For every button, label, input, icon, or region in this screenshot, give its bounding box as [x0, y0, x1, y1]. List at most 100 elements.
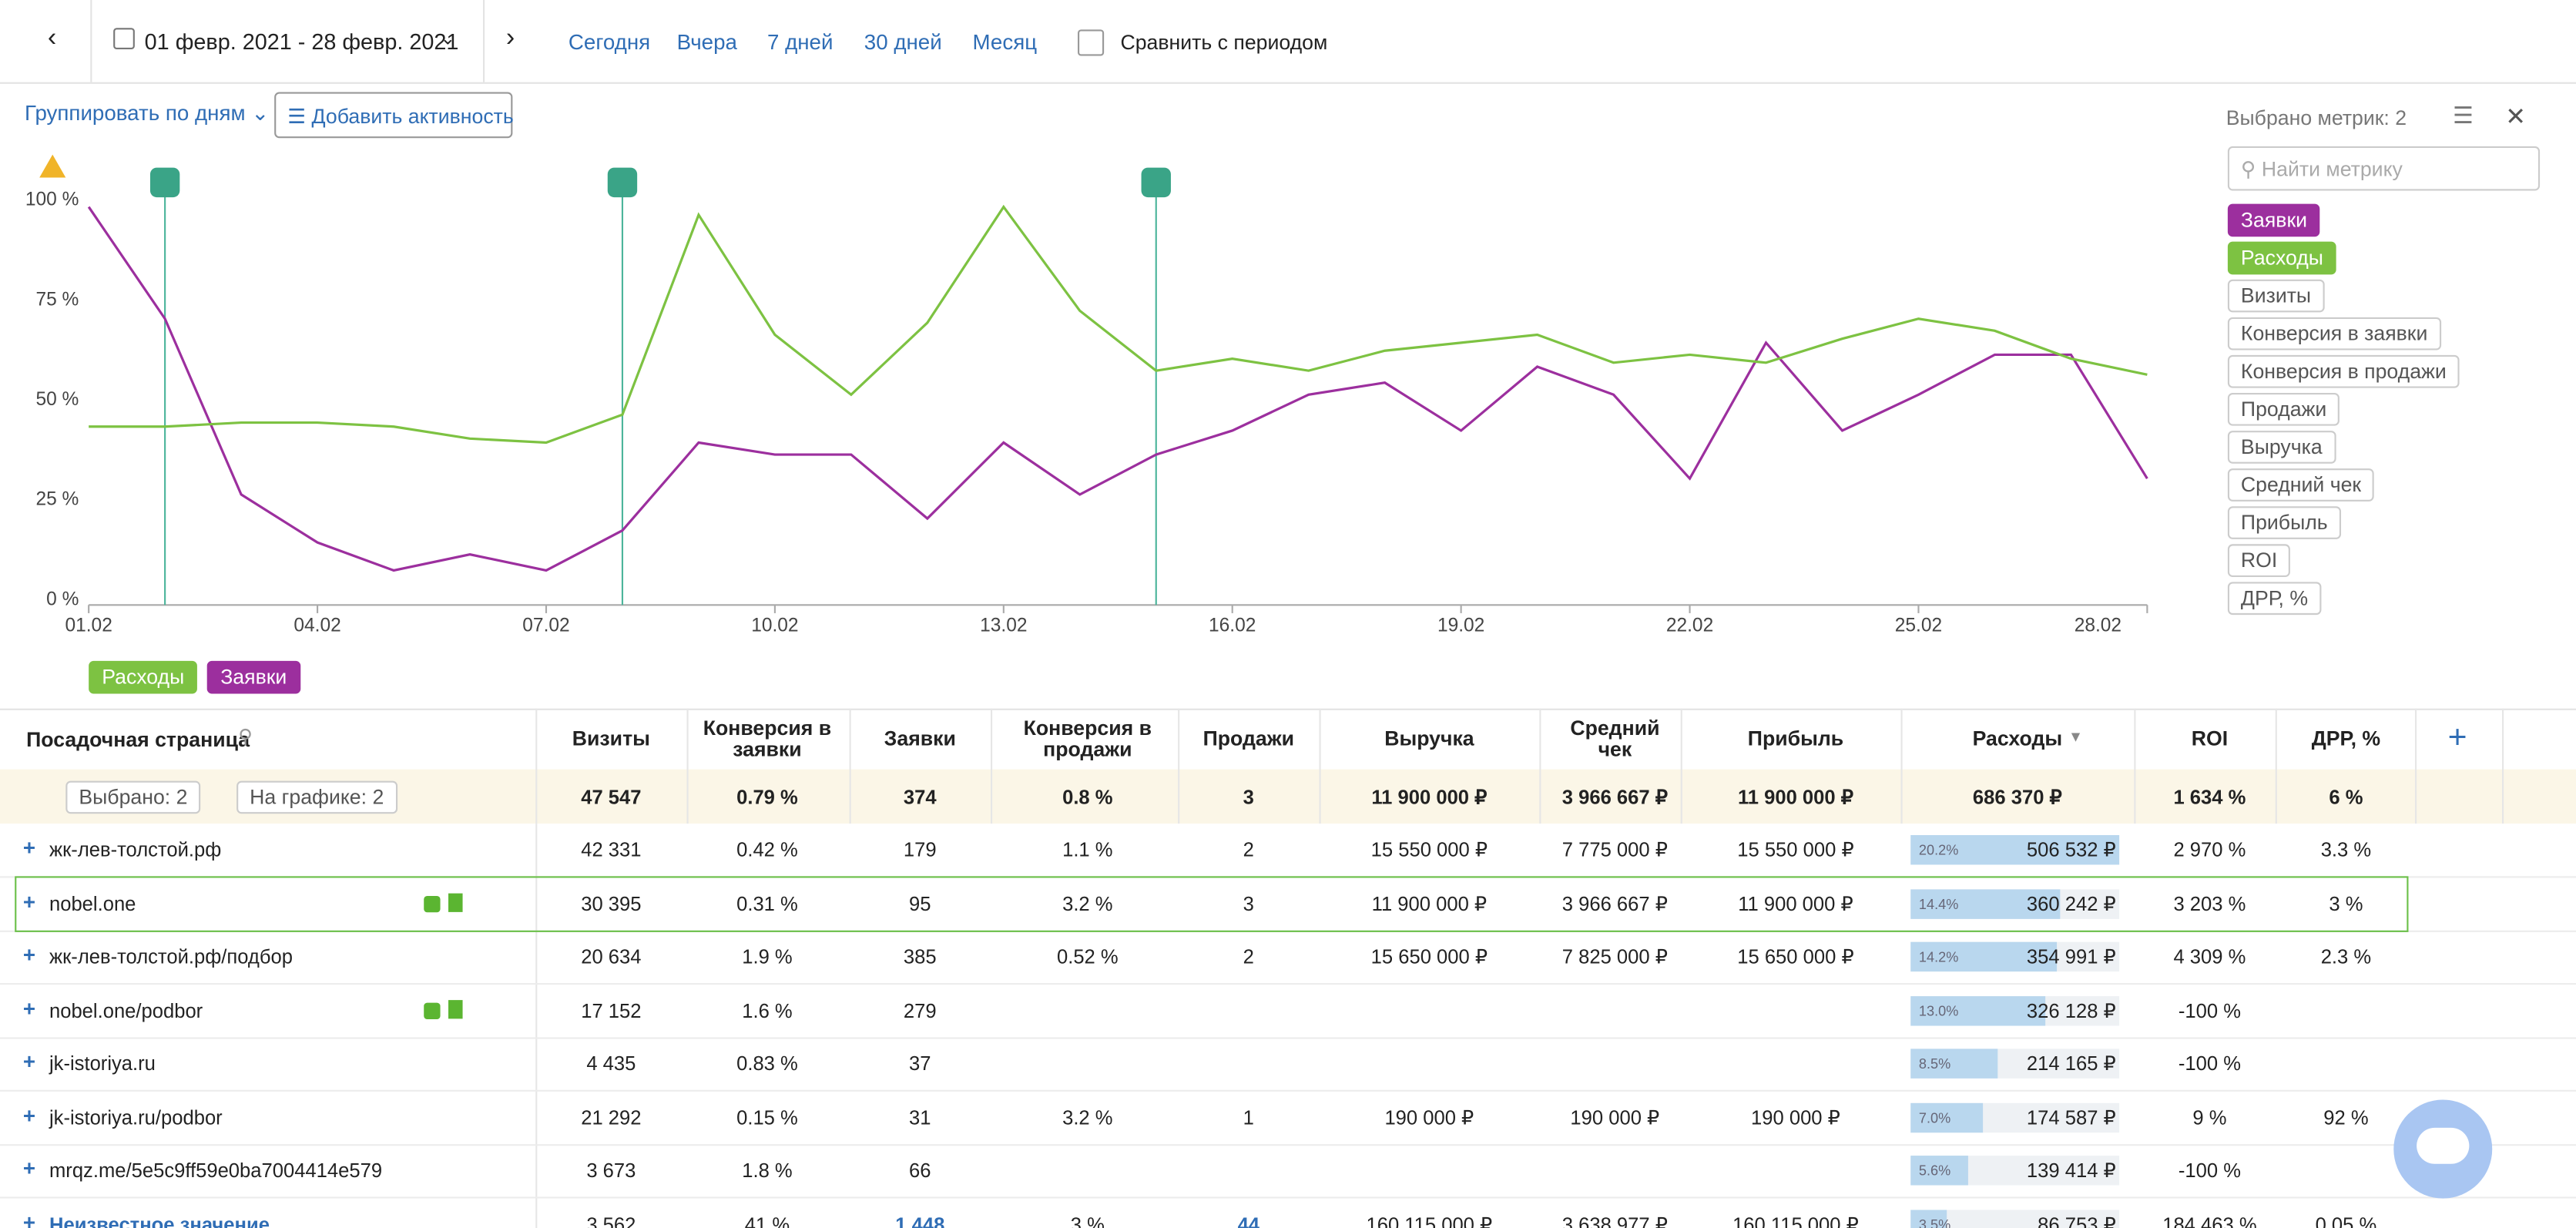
expand-icon[interactable]: + [22, 1156, 36, 1181]
next-button[interactable]: › [505, 25, 515, 53]
page-name[interactable]: nobel.one/podbor [49, 998, 203, 1022]
share-bar [1910, 1048, 1999, 1079]
table-cell: 3 % [2329, 891, 2363, 915]
page-name[interactable]: jk-istoriya.ru [49, 1052, 156, 1075]
chat-icon [2417, 1127, 2470, 1164]
date-dropdown[interactable]: ⌄ [440, 29, 456, 50]
metric-chip[interactable]: Средний чек [2227, 468, 2375, 502]
metric-chip-active[interactable]: Заявки [2227, 203, 2321, 237]
expand-icon[interactable]: + [22, 1048, 36, 1074]
close-icon[interactable]: ✕ [2505, 103, 2527, 132]
prev-button[interactable]: ‹ [47, 25, 57, 53]
table-cell: 1.6 % [742, 998, 793, 1022]
series-line [89, 204, 2148, 445]
preset-link[interactable]: Месяц [972, 29, 1038, 55]
filter-chip[interactable]: Выбрано: 2 [65, 780, 201, 814]
metric-chip[interactable]: Конверсия в заявки [2227, 317, 2441, 351]
chart-icon[interactable]: ▇ [448, 998, 463, 1018]
page-name[interactable]: jk-istoriya.ru/podbor [49, 1106, 223, 1129]
expand-icon[interactable]: + [22, 995, 36, 1021]
row-divider [0, 1143, 2576, 1146]
column-divider [535, 708, 538, 824]
page-name[interactable]: жк-лев-толстой.рф/подбор [49, 944, 293, 968]
page-name[interactable]: жк-лев-толстой.рф [49, 838, 222, 862]
header-cell: Конверсия в продажи [1023, 716, 1152, 761]
add-activity-text: Добавить активность [311, 105, 514, 129]
header-cell: Средний чек [1570, 716, 1660, 761]
chart-icon[interactable]: ▇ [448, 891, 463, 912]
table-cell: 1 448 [895, 1212, 945, 1228]
table-cell: 20 634 [581, 944, 642, 968]
table-cell: 3 562 [586, 1212, 636, 1228]
series-line [87, 206, 2148, 572]
toolbar [0, 0, 2576, 84]
page-name[interactable]: mrqz.me/5e5c9ff59e0ba7004414e579 [49, 1159, 383, 1183]
share-bar [1910, 888, 2060, 918]
metric-search[interactable] [2227, 146, 2541, 191]
activity-marker [149, 167, 180, 198]
search-icon[interactable]: ⚲ [238, 725, 253, 748]
legend-item[interactable]: Расходы [89, 660, 198, 694]
page-name[interactable]: nobel.one [49, 891, 136, 915]
metric-chip[interactable]: Конверсия в продажи [2227, 354, 2460, 388]
on-chart-check[interactable] [424, 894, 441, 912]
group-by[interactable]: Группировать по дням ⌄ [24, 100, 270, 126]
total-cell: 47 547 [581, 785, 642, 809]
table-cell: 66 [909, 1159, 931, 1183]
expand-icon[interactable]: + [22, 888, 36, 914]
header-cell: Расходы [1972, 727, 2063, 751]
table-cell: 31 [909, 1106, 931, 1129]
date-box [90, 0, 485, 82]
row-divider [0, 1196, 2576, 1199]
expand-icon[interactable]: + [22, 835, 36, 861]
preset-link[interactable]: 7 дней [766, 29, 834, 55]
table-cell: 9 % [2192, 1106, 2227, 1129]
metric-chip[interactable]: ДРР, % [2227, 582, 2322, 616]
metric-chip-active[interactable]: Расходы [2227, 241, 2337, 275]
row-divider [0, 1089, 2576, 1092]
table-cell: 17 152 [581, 998, 642, 1022]
x-tick-label: 01.02 [65, 615, 112, 636]
metric-chip[interactable]: Продажи [2227, 392, 2340, 426]
metric-chip[interactable]: Выручка [2227, 431, 2336, 464]
preset-link[interactable]: 30 дней [864, 29, 942, 55]
table-cell: 2 [1243, 838, 1254, 862]
header-cell: Продажи [1202, 727, 1295, 751]
spend-cell: 354 991 ₽ [2026, 944, 2116, 968]
expand-icon[interactable]: + [22, 1102, 36, 1127]
add-activity-label[interactable]: ☰ Добавить активность [287, 105, 514, 129]
spend-cell: 174 587 ₽ [2026, 1106, 2116, 1129]
preset-link[interactable]: Сегодня [568, 29, 651, 55]
total-cell: 0.79 % [736, 785, 798, 809]
date-range[interactable]: 01 февр. 2021 - 28 февр. 2021 [144, 29, 459, 55]
compare-checkbox[interactable] [1078, 29, 1105, 56]
y-tick-label: 25 % [35, 489, 79, 510]
x-tick-label: 04.02 [293, 615, 340, 636]
metric-chip[interactable]: Визиты [2227, 279, 2325, 313]
legend-item[interactable]: Заявки [207, 660, 300, 694]
expand-icon[interactable]: + [22, 1209, 36, 1228]
column-divider [849, 708, 851, 824]
metric-chip[interactable]: ROI [2227, 544, 2291, 577]
column-divider [1680, 708, 1682, 824]
list-icon[interactable]: ☰ [2453, 102, 2474, 129]
compare-label[interactable]: Сравнить с периодом [1120, 31, 1328, 55]
filter-chip[interactable]: На графике: 2 [236, 780, 397, 814]
total-cell: 0.8 % [1062, 785, 1113, 809]
on-chart-check[interactable] [424, 1002, 441, 1018]
add-activity-button[interactable] [274, 92, 513, 139]
metric-chip[interactable]: Прибыль [2227, 506, 2341, 539]
add-column[interactable]: + [2447, 720, 2467, 757]
column-divider [1539, 708, 1541, 824]
x-tick-label: 13.02 [980, 615, 1027, 636]
table-cell: 3 203 % [2173, 891, 2246, 915]
page-name[interactable]: Неизвестное значение [49, 1212, 270, 1228]
x-tick-label: 28.02 [2075, 615, 2122, 636]
x-tick-label: 19.02 [1437, 615, 1484, 636]
y-tick-label: 50 % [35, 389, 79, 410]
expand-icon[interactable]: + [22, 941, 36, 967]
preset-link[interactable]: Вчера [676, 29, 737, 55]
y-tick-label: 0 % [46, 589, 79, 609]
header-cell: Заявки [884, 727, 956, 751]
table-cell: 7 825 000 ₽ [1561, 944, 1669, 968]
